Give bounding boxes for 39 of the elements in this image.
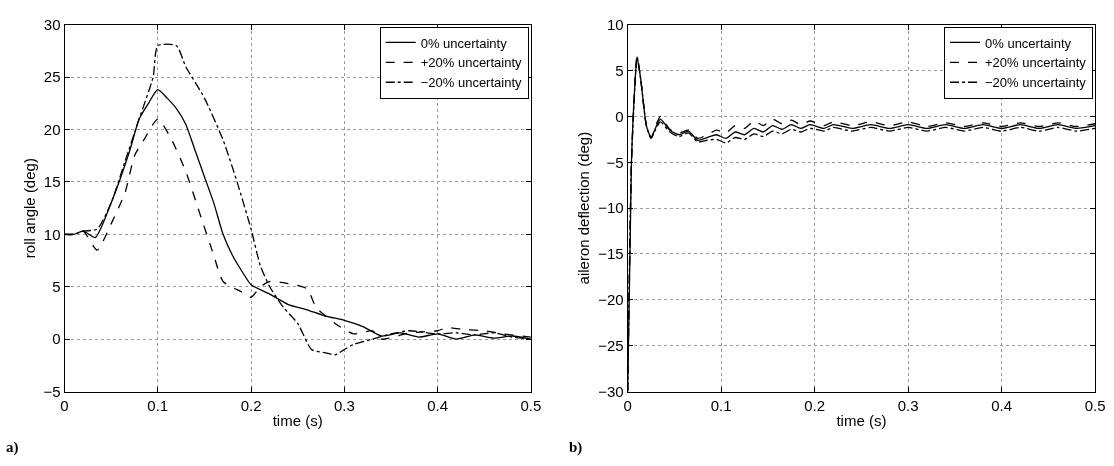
x-tick-label: 0.3: [897, 396, 919, 414]
x-tick-label: 0.2: [240, 396, 262, 414]
x-tick-label: 0.4: [427, 396, 449, 414]
y-axis-title: roll angle (deg): [20, 158, 38, 259]
legend-label: 0% uncertainty: [420, 35, 508, 51]
y-tick-label: 30: [43, 15, 61, 33]
x-tick-label: 0.5: [1084, 396, 1106, 414]
y-tick-label: −10: [598, 199, 624, 217]
x-tick-label: 0.2: [804, 396, 826, 414]
y-tick-label: −20: [598, 291, 624, 309]
y-tick-label: 25: [43, 68, 61, 86]
y-tick-label: 10: [607, 15, 624, 33]
x-tick-label: 0.4: [991, 396, 1013, 414]
legend-label: −20% uncertainty: [420, 75, 523, 91]
text: a): [6, 439, 19, 456]
x-tick-label: 0.1: [710, 396, 732, 414]
legend-label: +20% uncertainty: [420, 55, 523, 71]
y-tick-label: 0: [52, 330, 61, 348]
y-axis-title: aileron deflection (deg): [575, 131, 593, 285]
legend-label: −20% uncertainty: [985, 75, 1087, 91]
y-tick-label: 15: [43, 173, 61, 191]
x-tick-label: 0.1: [147, 396, 169, 414]
y-tick-label: −5: [43, 382, 61, 400]
y-tick-label: 5: [615, 61, 624, 79]
legend-label: 0% uncertainty: [985, 35, 1072, 51]
y-tick-label: 0: [615, 107, 624, 125]
y-tick-label: 10: [43, 225, 61, 243]
y-tick-label: 20: [43, 120, 61, 138]
y-tick-label: −15: [598, 245, 624, 263]
text: b): [569, 439, 583, 456]
y-tick-label: 5: [52, 277, 61, 295]
x-axis-title: time (s): [836, 411, 887, 429]
x-axis-title: time (s): [272, 411, 323, 429]
y-tick-label: −30: [598, 382, 624, 400]
x-tick-label: 0.5: [520, 396, 542, 414]
x-tick-label: 0.3: [333, 396, 355, 414]
legend-label: +20% uncertainty: [985, 55, 1087, 71]
y-tick-label: −25: [598, 336, 624, 354]
y-tick-label: −5: [606, 153, 624, 171]
